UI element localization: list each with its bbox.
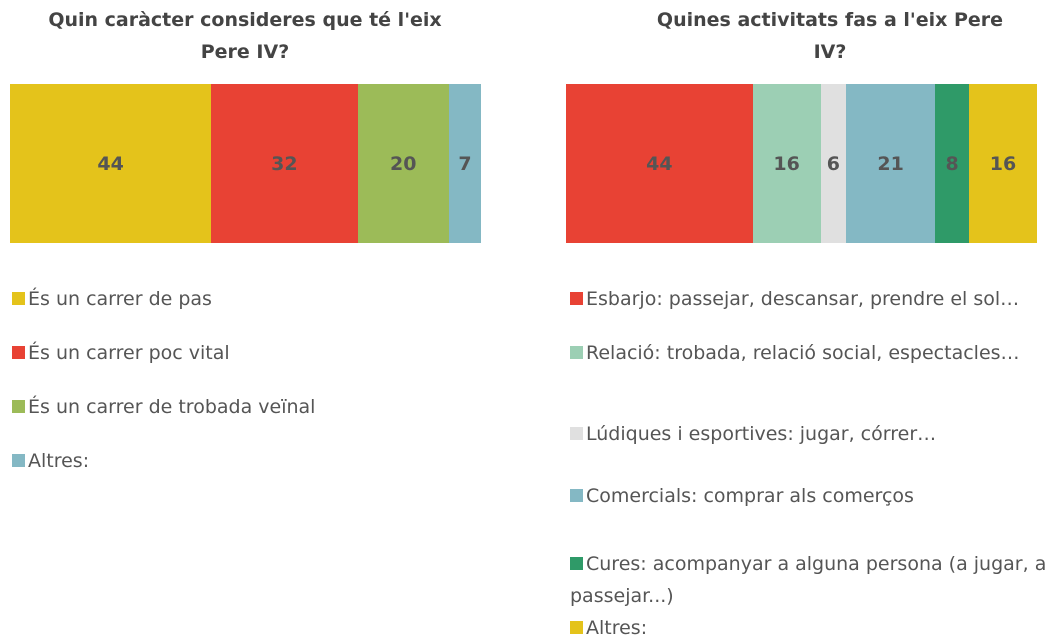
legend-label: Comercials: comprar als comerços <box>586 485 914 507</box>
legend-swatch <box>570 346 583 359</box>
legend-swatch <box>12 454 25 467</box>
legend-item: Altres: <box>570 612 1048 644</box>
legend-label: És un carrer de trobada veïnal <box>28 396 316 418</box>
bar-segment: 6 <box>820 84 847 243</box>
legend-swatch <box>12 400 25 413</box>
stacked-bar: 44 16 6 21 8 16 <box>566 84 1037 243</box>
stacked-bar: 44 32 20 7 <box>10 84 481 243</box>
legend-label: Altres: <box>586 617 648 639</box>
legend-item: És un carrer de pas <box>12 283 492 315</box>
legend-label: Altres: <box>28 450 90 472</box>
legend-item: Lúdiques i esportives: jugar, córrer… <box>570 418 1048 450</box>
legend-swatch <box>570 292 583 305</box>
bar-segment: 44 <box>10 84 212 243</box>
data-label: 8 <box>945 152 959 175</box>
bar-segment: 7 <box>448 84 481 243</box>
legend-label: Relació: trobada, relació social, espect… <box>586 342 1020 364</box>
chart-title: Quin caràcter consideres que té l'eix Pe… <box>48 9 442 63</box>
legend-swatch <box>570 557 583 570</box>
data-label: 21 <box>877 152 904 175</box>
legend-swatch <box>12 346 25 359</box>
legend-item: És un carrer poc vital <box>12 337 492 369</box>
bar-segment: 20 <box>357 84 449 243</box>
legend-swatch <box>570 489 583 502</box>
legend-label: Lúdiques i esportives: jugar, córrer… <box>586 423 937 445</box>
legend-label: Cures: acompanyar a alguna persona (a ju… <box>570 553 1047 607</box>
data-label: 32 <box>271 152 298 175</box>
bar-segment: 16 <box>969 84 1037 243</box>
legend-item: Relació: trobada, relació social, espect… <box>570 337 1048 369</box>
legend-label: És un carrer poc vital <box>28 342 230 364</box>
chart-title: Quines activitats fas a l'eix Pere IV? <box>656 9 1004 63</box>
data-label: 44 <box>97 152 124 175</box>
legend-item: Comercials: comprar als comerços <box>570 480 1048 512</box>
legend-item: És un carrer de trobada veïnal <box>12 391 492 423</box>
bar-segment: 44 <box>566 84 753 243</box>
data-label: 16 <box>989 152 1017 175</box>
data-label: 7 <box>458 152 472 175</box>
bar-segment: 16 <box>752 84 821 243</box>
data-label: 6 <box>826 152 840 175</box>
legend-item: Esbarjo: passejar, descansar, prendre el… <box>570 283 1048 315</box>
legend-item: Altres: <box>12 445 492 477</box>
legend-item: Cures: acompanyar a alguna persona (a ju… <box>570 548 1048 612</box>
legend-label: Esbarjo: passejar, descansar, prendre el… <box>586 288 1020 310</box>
data-label: 44 <box>646 152 673 175</box>
data-label: 20 <box>390 152 417 175</box>
legend-swatch <box>570 427 583 440</box>
data-label: 16 <box>773 152 800 175</box>
legend-swatch <box>570 621 583 634</box>
bar-segment: 32 <box>211 84 358 243</box>
legend-label: És un carrer de pas <box>28 288 212 310</box>
bar-segment: 21 <box>846 84 936 243</box>
bar-segment: 8 <box>935 84 970 243</box>
legend-swatch <box>12 292 25 305</box>
